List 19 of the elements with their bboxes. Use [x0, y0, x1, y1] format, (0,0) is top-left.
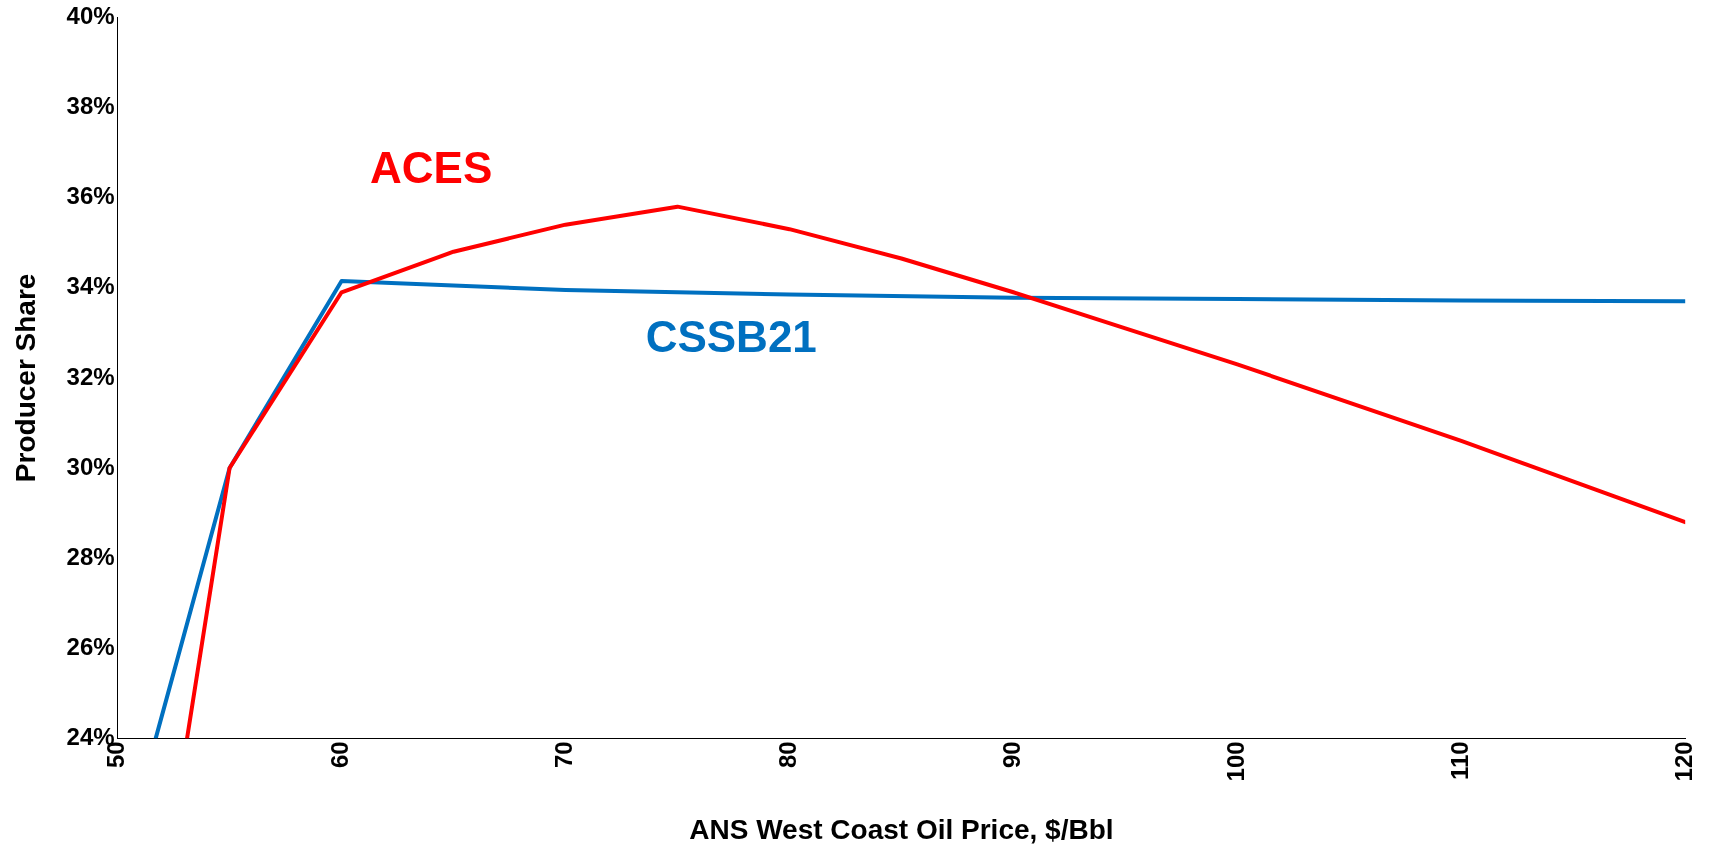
- x-tick-label: 110: [1445, 741, 1473, 781]
- y-tick-label: 34%: [66, 272, 115, 300]
- x-tick-label: 70: [550, 741, 578, 769]
- y-tick-label: 26%: [66, 632, 115, 660]
- series-label: CSSB21: [645, 311, 817, 361]
- y-tick-label: 30%: [66, 452, 115, 480]
- y-tick-label: 38%: [66, 92, 115, 120]
- y-tick-label: 32%: [66, 362, 115, 390]
- series-label: ACES: [370, 142, 493, 192]
- y-axis-title: Producer Share: [9, 273, 41, 483]
- x-tick-label: 120: [1669, 741, 1697, 782]
- x-tick-label: 100: [1221, 741, 1249, 782]
- x-tick-label: 60: [326, 741, 354, 769]
- y-tick-label: 40%: [66, 2, 115, 30]
- x-axis-title: ANS West Coast Oil Price, $/Bbl: [689, 813, 1114, 845]
- y-tick-label: 36%: [66, 182, 115, 210]
- y-tick-label: 28%: [66, 542, 115, 570]
- x-tick-label: 80: [774, 741, 802, 769]
- x-tick-label: 90: [998, 741, 1026, 769]
